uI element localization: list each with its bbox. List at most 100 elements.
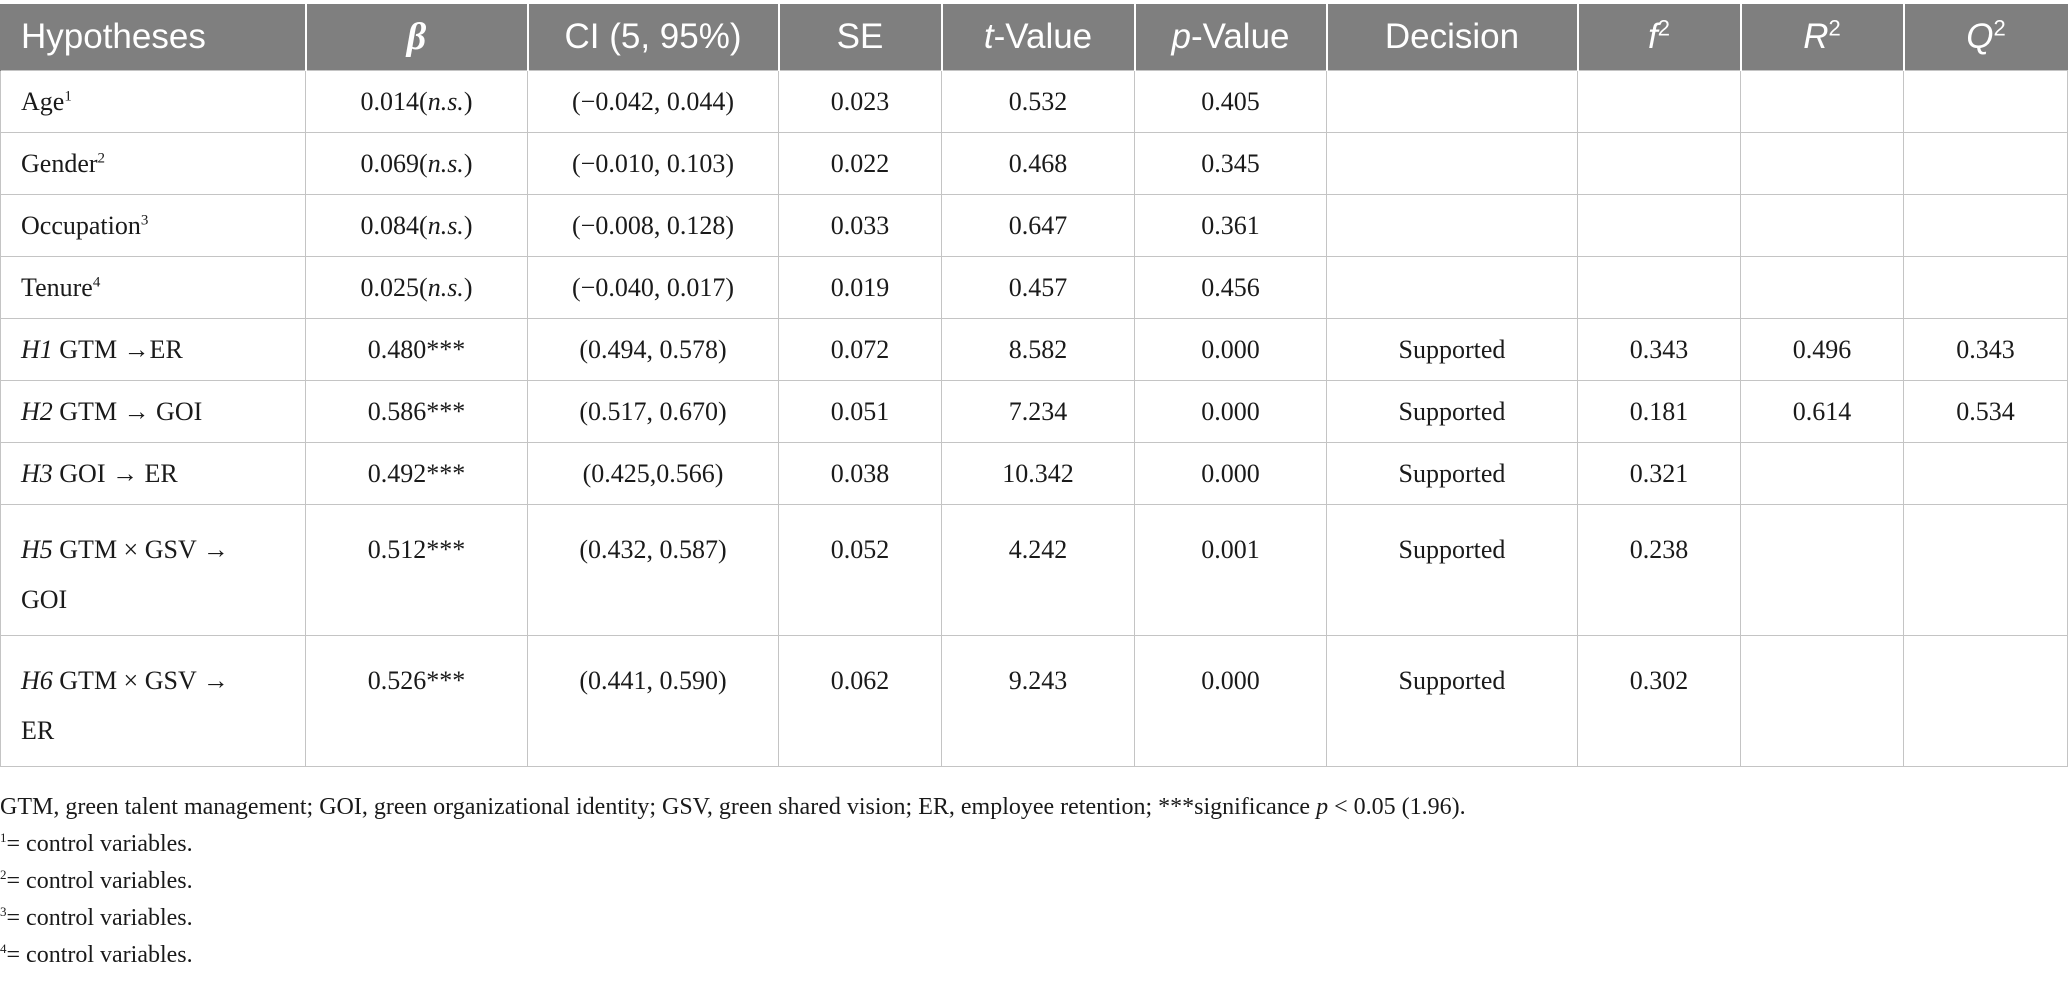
hypothesis-id: H1 (21, 334, 53, 364)
footnote-marker: 3 (140, 211, 149, 228)
footnote-number: 2 (0, 867, 7, 882)
cell-r2 (1740, 194, 1904, 257)
header-ci: CI (5, 95%) (526, 4, 779, 71)
beta-close: ) (463, 86, 473, 116)
abbreviation-end: < 0.05 (1.96). (1328, 794, 1466, 820)
cell-ci: (−0.008, 0.128) (527, 194, 779, 257)
cell-r2: 0.614 (1740, 380, 1904, 443)
cell-p: 0.000 (1134, 635, 1327, 767)
cell-f2: 0.181 (1577, 380, 1741, 443)
footnote-text: = control variables. (6, 905, 193, 931)
cell-q2: 0.343 (1903, 318, 2068, 381)
cell-decision: Supported (1326, 380, 1578, 443)
cell-ci: (0.425,0.566) (527, 442, 779, 505)
cell-f2 (1577, 256, 1741, 319)
cell-ci: (0.432, 0.587) (527, 504, 779, 636)
cell-se: 0.038 (778, 442, 942, 505)
cell-f2 (1577, 132, 1741, 195)
header-decision: Decision (1325, 4, 1578, 71)
header-t-letter: t (983, 17, 994, 56)
cell-r2 (1740, 442, 1904, 505)
hypothesis-label: GTM →ER (52, 334, 183, 364)
hypothesis-label: Tenure (21, 272, 93, 302)
cell-se: 0.019 (778, 256, 942, 319)
cell-t: 0.647 (941, 194, 1135, 257)
table-header: Hypotheses β CI (5, 95%) SE t-Value p-Va… (0, 4, 2068, 71)
footnote-marker: 2 (97, 149, 106, 166)
beta-ns: n.s. (427, 148, 464, 178)
cell-p: 0.405 (1134, 70, 1327, 133)
table-row: Gender2 0.069(n.s.) (−0.010, 0.103) 0.02… (0, 132, 2068, 195)
cell-q2 (1903, 635, 2068, 767)
beta-close: ) (463, 148, 473, 178)
cell-ci: (−0.010, 0.103) (527, 132, 779, 195)
hypothesis-label: Age (21, 86, 65, 116)
header-f-sup: 2 (1657, 15, 1670, 41)
cell-q2 (1903, 442, 2068, 505)
cell-ci: (0.517, 0.670) (527, 380, 779, 443)
cell-hypothesis: Age1 (0, 70, 306, 133)
cell-decision: Supported (1326, 504, 1578, 636)
header-q-sup: 2 (1993, 15, 2006, 41)
cell-se: 0.051 (778, 380, 942, 443)
cell-t: 4.242 (941, 504, 1135, 636)
cell-q2: 0.534 (1903, 380, 2068, 443)
footnote: 3= control variables. (0, 900, 1466, 937)
cell-r2 (1740, 132, 1904, 195)
cell-decision: Supported (1326, 318, 1578, 381)
cell-beta: 0.480*** (305, 318, 528, 381)
table-notes: GTM, green talent management; GOI, green… (0, 789, 1466, 974)
table-body: Age1 0.014(n.s.) (−0.042, 0.044) 0.023 0… (0, 70, 2068, 767)
hypothesis-id: H6 (21, 666, 53, 695)
header-se: SE (777, 4, 942, 71)
header-p-letter: p (1171, 17, 1191, 56)
cell-q2 (1903, 70, 2068, 133)
cell-t: 9.243 (941, 635, 1135, 767)
hypothesis-label: Gender (21, 148, 98, 178)
beta-ns: n.s. (427, 210, 464, 240)
footnote-text: = control variables. (6, 868, 193, 894)
cell-beta: 0.084(n.s.) (305, 194, 528, 257)
header-q-letter: Q (1966, 17, 1994, 56)
hypothesis-label: GTM → GOI (52, 396, 203, 426)
header-r2: R2 (1739, 4, 1904, 71)
header-q2: Q2 (1902, 4, 2068, 71)
cell-hypothesis: H5 GTM × GSV → GOI (0, 504, 306, 636)
cell-se: 0.052 (778, 504, 942, 636)
header-row: Hypotheses β CI (5, 95%) SE t-Value p-Va… (0, 4, 2068, 71)
beta-value: 0.025( (360, 272, 428, 302)
hypothesis-label-cont: ER (21, 716, 55, 745)
table-row: H2 GTM → GOI 0.586*** (0.517, 0.670) 0.0… (0, 380, 2068, 443)
cell-se: 0.062 (778, 635, 942, 767)
cell-hypothesis: Gender2 (0, 132, 306, 195)
hypothesis-id: H2 (21, 396, 53, 426)
table-row: H1 GTM →ER 0.480*** (0.494, 0.578) 0.072… (0, 318, 2068, 381)
cell-hypothesis: H3 GOI → ER (0, 442, 306, 505)
abbreviation-note: GTM, green talent management; GOI, green… (0, 789, 1466, 826)
header-r-letter: R (1803, 17, 1829, 56)
beta-value: 0.069( (360, 148, 428, 178)
cell-r2 (1740, 70, 1904, 133)
cell-f2: 0.302 (1577, 635, 1741, 767)
cell-r2 (1740, 504, 1904, 636)
cell-ci: (0.441, 0.590) (527, 635, 779, 767)
table-row: Age1 0.014(n.s.) (−0.042, 0.044) 0.023 0… (0, 70, 2068, 133)
beta-value: 0.014( (360, 86, 428, 116)
cell-f2: 0.238 (1577, 504, 1741, 636)
cell-r2 (1740, 635, 1904, 767)
beta-ns: n.s. (427, 86, 464, 116)
footnote: 4= control variables. (0, 937, 1466, 974)
cell-p: 0.345 (1134, 132, 1327, 195)
cell-q2 (1903, 194, 2068, 257)
footnote-marker: 4 (92, 273, 101, 290)
cell-p: 0.361 (1134, 194, 1327, 257)
beta-value: 0.084( (360, 210, 428, 240)
header-t-suffix: -Value (993, 17, 1093, 56)
hypothesis-label: GTM × GSV → (52, 535, 229, 564)
header-hypotheses: Hypotheses (0, 4, 306, 71)
cell-q2 (1903, 256, 2068, 319)
cell-f2: 0.343 (1577, 318, 1741, 381)
cell-beta: 0.069(n.s.) (305, 132, 528, 195)
header-p-suffix: -Value (1190, 17, 1290, 56)
footnote-number: 4 (0, 941, 7, 956)
